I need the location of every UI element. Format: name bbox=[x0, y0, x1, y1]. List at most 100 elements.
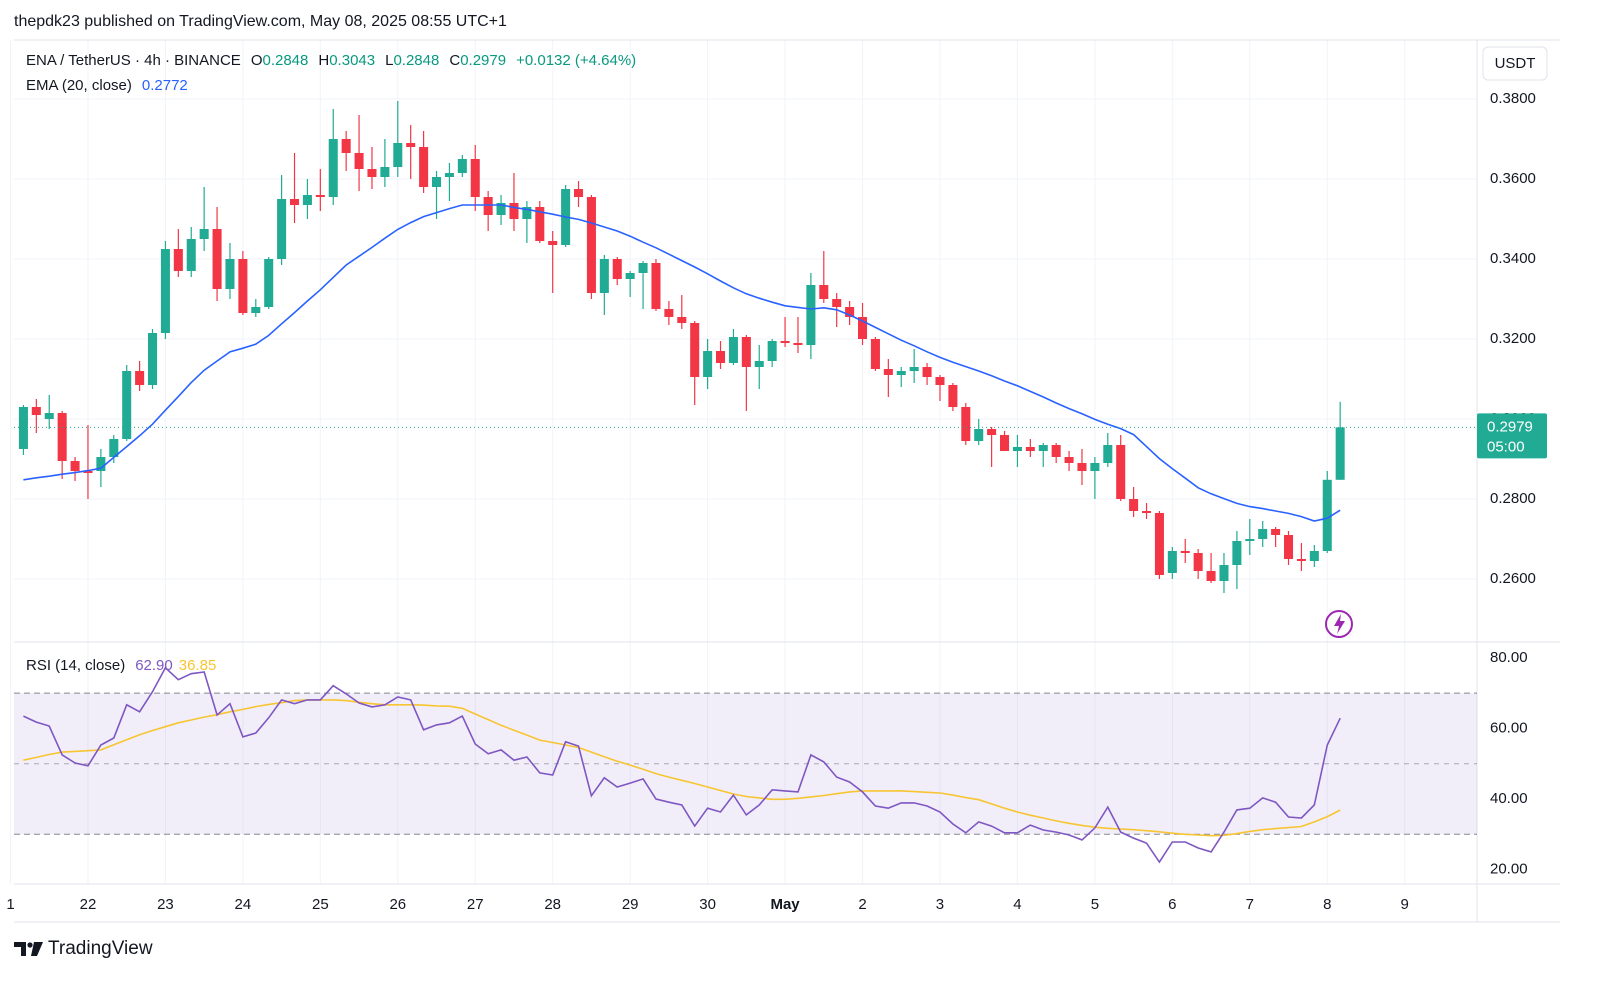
candle-body bbox=[1116, 445, 1126, 499]
ohlc-letter: O bbox=[251, 52, 263, 69]
candle-body bbox=[935, 377, 945, 385]
candle-body bbox=[1335, 427, 1345, 480]
logo-mark bbox=[14, 942, 26, 956]
ema-value: 0.2772 bbox=[142, 77, 188, 94]
unit-label[interactable]: USDT bbox=[1495, 55, 1536, 72]
candle-body bbox=[496, 203, 506, 215]
candle-body bbox=[419, 147, 429, 187]
candle-body bbox=[1129, 499, 1139, 511]
candle-body bbox=[1309, 551, 1319, 561]
candle-body bbox=[1296, 559, 1306, 561]
candle-body bbox=[225, 259, 235, 289]
candle-body bbox=[741, 337, 751, 367]
candle-body bbox=[819, 285, 829, 299]
candle-body bbox=[612, 259, 622, 279]
candle-body bbox=[1219, 565, 1229, 581]
alert-icon[interactable] bbox=[1325, 610, 1353, 638]
candle-body bbox=[109, 439, 119, 457]
candle-body bbox=[31, 407, 41, 415]
candle-body bbox=[870, 339, 880, 369]
rsi-tick-label: 80.00 bbox=[1490, 649, 1528, 666]
rsi-legend: RSI (14, close) 62.90 36.85 bbox=[26, 657, 216, 674]
candle-body bbox=[1000, 435, 1010, 451]
candle-body bbox=[380, 167, 390, 177]
candle-body bbox=[1245, 539, 1255, 541]
x-tick-label: 5 bbox=[1091, 896, 1099, 913]
unit-box[interactable] bbox=[1482, 46, 1548, 81]
candle-body bbox=[354, 153, 364, 169]
candle-body bbox=[677, 317, 687, 323]
candle-body bbox=[586, 197, 596, 293]
candle-body bbox=[1271, 529, 1281, 535]
candle-body bbox=[793, 343, 803, 345]
candle-body bbox=[522, 207, 532, 219]
axes: 1 22 23 24 25 26 27 28 29 30 May 2 3 4 5 6 7 8 90.26000.28… bbox=[6, 90, 1547, 913]
candle-body bbox=[302, 195, 312, 205]
candle-body bbox=[896, 371, 906, 375]
candle-body bbox=[780, 341, 790, 343]
y-tick-label: 0.3800 bbox=[1490, 90, 1536, 107]
candle-body bbox=[57, 413, 67, 461]
x-tick-label: 23 bbox=[157, 896, 174, 913]
candle-body bbox=[199, 229, 209, 239]
publish-header: thepdk23 published on TradingView.com, M… bbox=[14, 13, 507, 30]
candle-body bbox=[845, 307, 855, 317]
alert-bolt[interactable] bbox=[1334, 614, 1345, 634]
candle-body bbox=[1180, 551, 1190, 553]
countdown-label: 05:00 bbox=[1487, 438, 1525, 455]
candle-body bbox=[1232, 541, 1242, 565]
candle-body bbox=[858, 317, 868, 339]
candle-body bbox=[664, 309, 674, 317]
candle-body bbox=[1038, 445, 1048, 451]
candle-body bbox=[393, 143, 403, 167]
candle-body bbox=[238, 259, 248, 313]
candle-body bbox=[1090, 463, 1100, 471]
candle-body bbox=[1206, 571, 1216, 581]
candle-body bbox=[147, 333, 158, 385]
rsi-ma-value: 36.85 bbox=[179, 657, 217, 674]
change-label: +0.0132 (+4.64%) bbox=[516, 52, 636, 69]
candle-body bbox=[574, 189, 584, 197]
y-tick-label: 0.3200 bbox=[1490, 330, 1536, 347]
candle-body bbox=[470, 159, 480, 197]
candle-body bbox=[806, 285, 816, 345]
y-tick-label: 0.2800 bbox=[1490, 490, 1536, 507]
x-tick-label: 27 bbox=[467, 896, 484, 913]
candle-body bbox=[367, 169, 377, 177]
x-tick-label: 9 bbox=[1401, 896, 1409, 913]
x-tick-label: 4 bbox=[1013, 896, 1021, 913]
x-tick-label: 28 bbox=[544, 896, 561, 913]
ohlc-value: 0.2979 bbox=[460, 52, 506, 69]
candle-body bbox=[961, 407, 971, 441]
candle-body bbox=[289, 199, 300, 205]
brand-logo: TradingView bbox=[14, 938, 153, 959]
rsi-value: 62.90 bbox=[135, 657, 173, 674]
candle-body bbox=[948, 385, 958, 407]
symbol-legend: ENA / TetherUS · 4h · BINANCE O0.2848 H0.3… bbox=[26, 52, 636, 69]
x-tick-label: 22 bbox=[80, 896, 97, 913]
rsi-pane bbox=[14, 666, 1477, 864]
candle-body bbox=[625, 273, 635, 279]
brand-name: TradingView bbox=[48, 938, 153, 959]
candle-body bbox=[1142, 511, 1152, 513]
x-tick-label: 8 bbox=[1323, 896, 1331, 913]
grid bbox=[10, 40, 1477, 884]
rsi-tick-label: 60.00 bbox=[1490, 719, 1528, 736]
logo-mark bbox=[27, 942, 33, 948]
ohlc-value: 0.2848 bbox=[393, 52, 439, 69]
x-tick-label: 26 bbox=[389, 896, 406, 913]
candle-body bbox=[651, 263, 661, 309]
logo-mark bbox=[31, 942, 43, 956]
candle-body bbox=[457, 159, 467, 173]
candle-body bbox=[277, 199, 287, 259]
x-tick-label: 30 bbox=[699, 896, 716, 913]
unit-button[interactable]: USDT bbox=[1482, 46, 1548, 81]
ema-legend: EMA (20, close) 0.2772 bbox=[26, 77, 188, 94]
candle-body bbox=[444, 173, 454, 177]
candle-body bbox=[186, 239, 196, 271]
x-tick-label: 7 bbox=[1246, 896, 1254, 913]
candle-body bbox=[122, 371, 132, 439]
ohlc-letter: L bbox=[385, 52, 393, 69]
